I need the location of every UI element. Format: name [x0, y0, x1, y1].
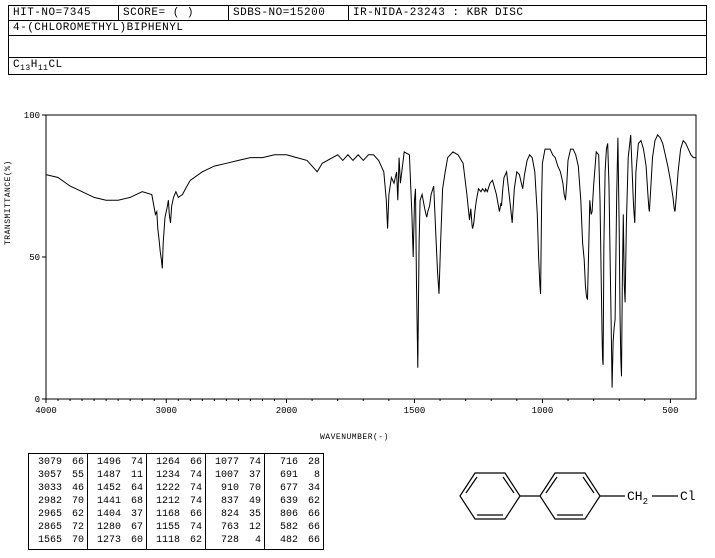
peak-row: 82435 — [209, 508, 261, 521]
peak-row: 100737 — [209, 469, 261, 482]
svg-text:2000: 2000 — [276, 406, 298, 416]
ch2-label: CH2 — [627, 489, 648, 507]
y-axis-label: TRANSMITTANCE(%) — [4, 160, 13, 245]
svg-text:0: 0 — [35, 395, 40, 405]
peak-column: 3079663057553033462982702965622865721565… — [29, 454, 88, 549]
peak-row: 67734 — [268, 482, 320, 495]
svg-text:100: 100 — [24, 111, 40, 121]
peak-row: 145264 — [91, 482, 143, 495]
compound-name: 4-(CHLOROMETHYL)BIPHENYL — [8, 21, 707, 36]
formula-h-sub: 11 — [38, 64, 49, 73]
peak-row: 298270 — [32, 495, 84, 508]
peak-row: 63962 — [268, 495, 320, 508]
hit-no: HIT-NO=7345 — [9, 6, 119, 20]
peak-row: 111862 — [150, 534, 202, 547]
peak-row: 122274 — [150, 482, 202, 495]
peak-column: 1264661234741222741212741168661155741118… — [147, 454, 206, 549]
peak-row: 156570 — [32, 534, 84, 547]
peak-row: 127360 — [91, 534, 143, 547]
x-axis-label: WAVENUMBER(-) — [320, 433, 389, 442]
peak-row: 148711 — [91, 469, 143, 482]
formula: C13H11CL — [8, 58, 707, 75]
peak-row: 48266 — [268, 534, 320, 547]
peak-row: 286572 — [32, 521, 84, 534]
peak-row: 115574 — [150, 521, 202, 534]
peak-row: 83749 — [209, 495, 261, 508]
spectrum-chart: 4000 3000 2000 1500 1000 500 0 50 100 — [24, 111, 704, 421]
peak-row: 116866 — [150, 508, 202, 521]
peak-row: 91070 — [209, 482, 261, 495]
peak-row: 58266 — [268, 521, 320, 534]
peak-row: 296562 — [32, 508, 84, 521]
peak-column: 107774100737910708374982435763127284 — [206, 454, 265, 549]
svg-text:1500: 1500 — [404, 406, 426, 416]
header-bar: HIT-NO=7345 SCORE= ( ) SDBS-NO=15200 IR-… — [8, 5, 707, 21]
molecular-structure: CH2 Cl — [440, 453, 700, 539]
svg-text:1000: 1000 — [532, 406, 554, 416]
peak-row: 305755 — [32, 469, 84, 482]
peak-row: 71628 — [268, 456, 320, 469]
peak-column: 1496741487111452641441681404371280671273… — [88, 454, 147, 549]
peak-row: 6918 — [268, 469, 320, 482]
peak-row: 121274 — [150, 495, 202, 508]
svg-text:500: 500 — [662, 406, 678, 416]
peak-row: 144168 — [91, 495, 143, 508]
peak-row: 126466 — [150, 456, 202, 469]
peak-row: 149674 — [91, 456, 143, 469]
formula-cl: CL — [48, 59, 62, 71]
cl-label: Cl — [680, 489, 696, 504]
peak-row: 140437 — [91, 508, 143, 521]
peak-row: 123474 — [150, 469, 202, 482]
peak-row: 7284 — [209, 534, 261, 547]
peak-row: 107774 — [209, 456, 261, 469]
formula-c-sub: 13 — [20, 64, 31, 73]
formula-h: H — [31, 59, 38, 71]
method: IR-NIDA-23243 : KBR DISC — [349, 6, 706, 20]
spacer-row — [8, 36, 707, 58]
svg-text:4000: 4000 — [35, 406, 57, 416]
peak-row: 76312 — [209, 521, 261, 534]
score: SCORE= ( ) — [119, 6, 229, 20]
peak-row: 80666 — [268, 508, 320, 521]
svg-text:50: 50 — [29, 253, 40, 263]
svg-text:3000: 3000 — [155, 406, 177, 416]
peak-column: 7162869186773463962806665826648266 — [265, 454, 323, 549]
sdbs-no: SDBS-NO=15200 — [229, 6, 349, 20]
peak-row: 307966 — [32, 456, 84, 469]
peak-row: 303346 — [32, 482, 84, 495]
peak-table: 3079663057553033462982702965622865721565… — [28, 453, 324, 550]
peak-row: 128067 — [91, 521, 143, 534]
